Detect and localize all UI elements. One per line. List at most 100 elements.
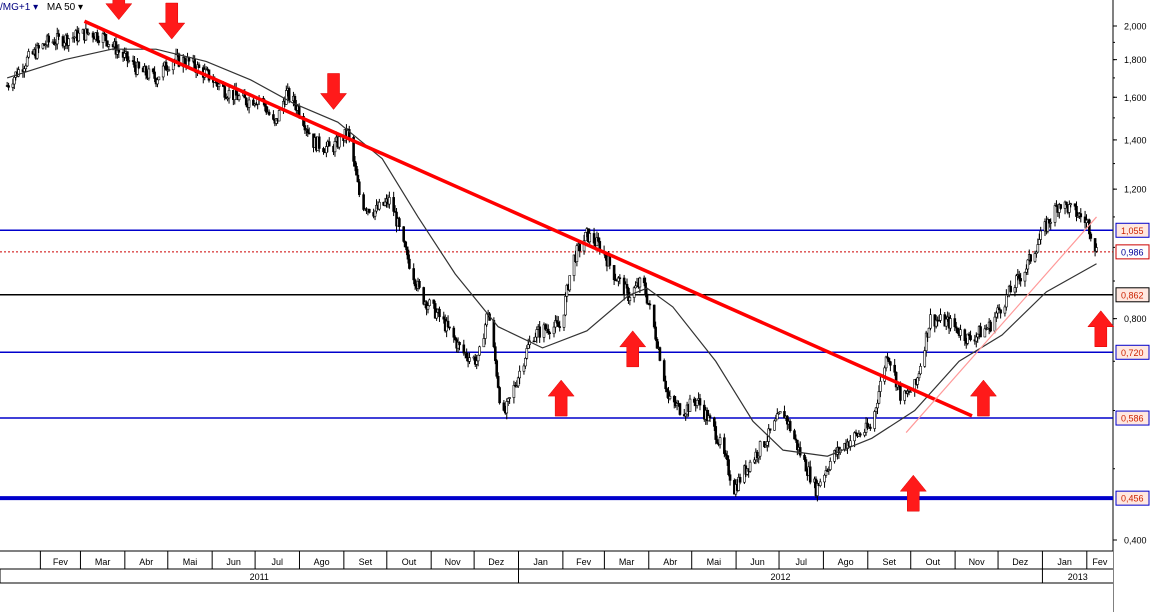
candle-body [496,375,500,388]
candle [37,42,40,54]
candle-body [24,65,28,70]
down-arrow-marker [105,0,133,21]
candle-body [652,304,656,328]
candle-body [783,411,786,419]
candle-body [773,420,776,431]
candle-body [426,305,430,310]
level-label-box [1115,222,1150,238]
candle [217,82,221,91]
candle-body [47,35,50,43]
candle-body [929,314,932,329]
candle [859,432,862,438]
candle-body [999,309,1002,314]
candle [678,402,682,416]
candle-body [227,89,231,99]
candle-body [919,366,922,375]
candle-body [548,332,551,335]
candle [133,56,136,72]
candle-body [1075,205,1078,217]
candle-body [432,299,436,304]
candle-body [534,336,537,342]
candle [959,324,962,341]
candle-body [916,377,919,385]
y-tick-label: 0,800 [1124,314,1147,324]
candle [485,313,489,327]
candle-body [873,411,876,429]
candle-body [493,346,497,361]
candle [535,326,539,344]
candle [1023,271,1027,287]
candle [963,328,967,346]
candle [768,428,772,434]
candle [25,55,29,68]
candle [652,304,656,329]
candle-body [778,411,782,414]
candle [476,354,480,367]
candle [223,83,227,101]
candle-body [655,338,659,349]
candle-body [287,88,291,101]
candle-body [157,76,161,81]
candle [117,44,121,59]
candle [307,127,311,135]
candle-body [983,328,987,338]
level-label-box [1115,244,1150,260]
candle-body [37,45,40,49]
candle [378,198,381,211]
candle-body [522,365,526,372]
candle-body [1025,268,1028,273]
candle [903,389,907,405]
candle [884,355,888,372]
candle [648,300,652,310]
candle [824,465,828,478]
candle-body [1005,294,1008,308]
candle-body [237,95,241,101]
candle-body [1069,203,1073,206]
candle-body [863,432,866,436]
candle [997,304,1001,311]
candle [13,75,16,90]
candle-body [768,428,772,431]
candle [126,51,129,68]
candle-body [86,28,89,34]
indicator-selector[interactable]: MA 50 ▾ [46,2,84,13]
candle-body [388,197,391,205]
candle [755,449,759,463]
candle [714,421,718,445]
candle [783,405,786,419]
candle [388,191,391,209]
candle [508,397,511,404]
candle-body [492,320,496,347]
candle-body [645,293,649,304]
candle-body [738,477,742,483]
candle-body [1026,259,1030,270]
symbol-selector[interactable]: /MG+1 ▾ [0,2,39,13]
candle-body [353,161,357,167]
candle [438,306,441,322]
candle [853,431,856,448]
candle-body [252,99,255,106]
candle-body [161,65,165,78]
candle [876,399,879,415]
candle [715,435,719,444]
candle-body [412,268,416,281]
candle-body [859,433,862,436]
candle [698,393,702,411]
candle-body [996,307,1000,314]
candle-body [104,33,108,42]
candle-body [974,336,978,342]
candle-body [442,316,446,320]
candle [252,97,255,106]
candle-body [101,33,105,43]
candle-body [876,402,879,409]
candle-body [524,358,527,367]
month-label: Set [882,557,896,567]
candle [247,96,251,114]
down-arrow-marker [320,73,348,110]
candle-body [1009,285,1012,293]
candle-body [133,61,136,68]
candle-body [465,352,468,359]
candle-body [1017,274,1021,279]
candle [428,298,431,307]
candle-body [993,316,997,332]
